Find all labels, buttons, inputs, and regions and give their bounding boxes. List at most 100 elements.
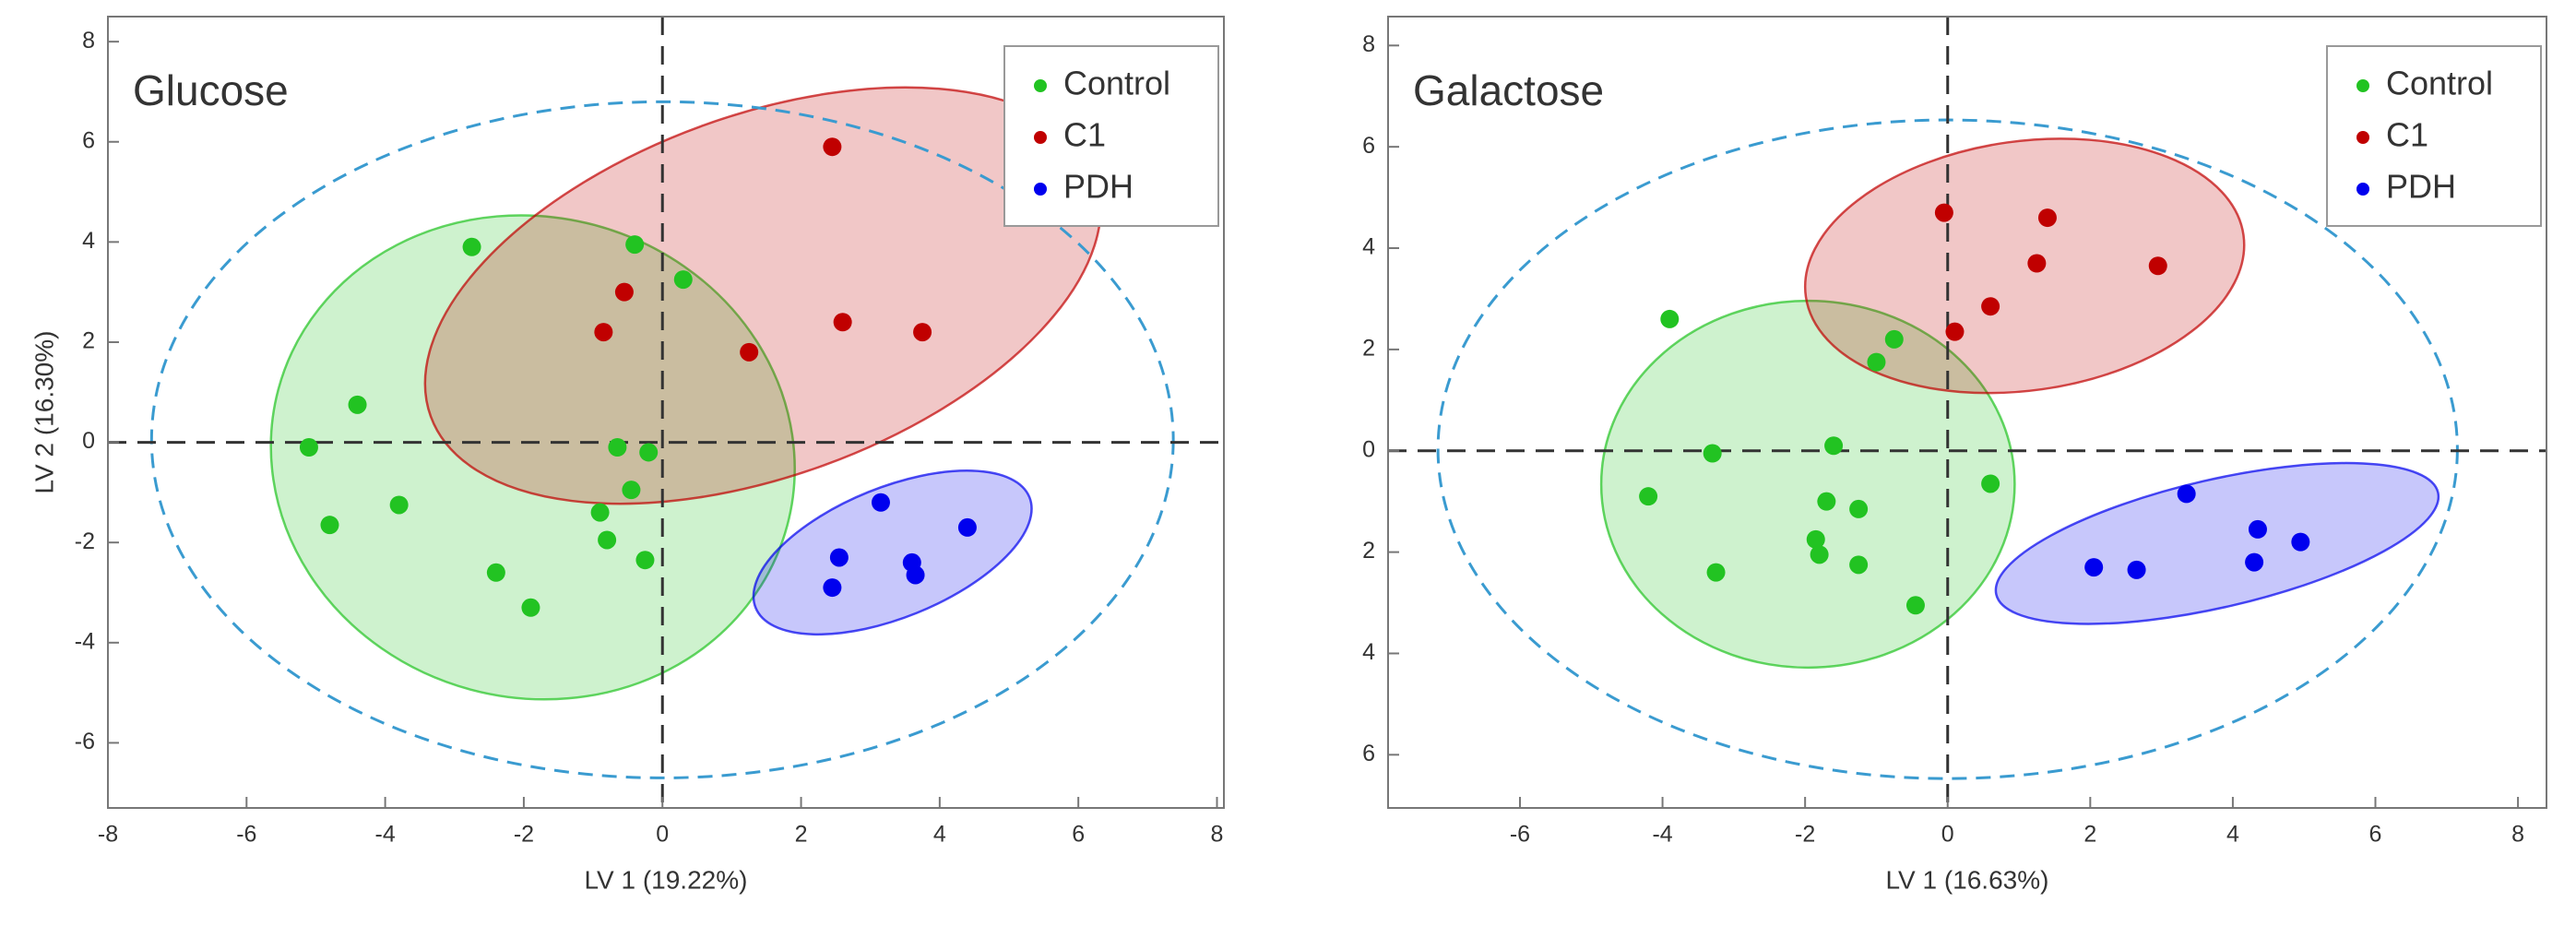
y-tick-label: 2 <box>1362 538 1375 564</box>
data-point <box>1706 563 1726 582</box>
plot-area: -6 -4 -2 0 2 4 6 8 6 4 2 0 2 4 6 8 LV 1 (16.63%) Galactos… <box>1362 16 2547 894</box>
chart-title: Galactose <box>1413 66 1604 114</box>
y-tick-label: -2 <box>75 528 95 554</box>
data-point <box>521 598 540 617</box>
data-point <box>1849 499 1869 518</box>
y-tick-label: 4 <box>1362 639 1375 665</box>
data-point <box>639 443 659 462</box>
legend-marker <box>2356 183 2369 196</box>
x-tick-label: 8 <box>2511 822 2524 848</box>
y-tick-label: 8 <box>1362 31 1375 57</box>
legend: Control C1 PDH <box>2326 45 2542 227</box>
plot-frame <box>107 16 1225 809</box>
x-axis-label: LV 1 (16.63%) <box>1886 865 2049 894</box>
legend-marker <box>1034 183 1047 196</box>
data-point <box>2148 256 2167 276</box>
data-point <box>1867 352 1886 372</box>
data-point <box>635 551 655 570</box>
data-point <box>1849 555 1869 575</box>
y-axis-label: LV 2 (16.30%) <box>30 331 58 494</box>
y-tick-label: 4 <box>82 228 95 254</box>
data-point <box>389 495 409 515</box>
data-point <box>590 503 610 522</box>
y-tick-label: -6 <box>75 729 95 754</box>
x-tick-label: 6 <box>2369 822 2382 848</box>
x-tick-label: -6 <box>236 822 256 848</box>
y-tick-label: 6 <box>82 127 95 153</box>
y-tick-label: 6 <box>1362 741 1375 766</box>
data-point <box>1981 474 2000 493</box>
legend-label: PDH <box>1063 168 1134 206</box>
class-ellipse <box>752 469 1033 636</box>
y-tick-label: 2 <box>1362 335 1375 361</box>
legend-marker <box>1034 79 1047 92</box>
data-point <box>823 578 842 598</box>
data-point <box>2177 484 2196 504</box>
data-point <box>957 517 977 537</box>
plot-frame <box>1387 16 2547 809</box>
class-ellipse <box>1599 299 2016 670</box>
legend-marker <box>2356 131 2369 144</box>
data-point <box>2291 532 2310 552</box>
data-point <box>1660 309 1680 328</box>
data-point <box>1824 436 1844 456</box>
legend-label: Control <box>1063 65 1170 102</box>
y-tick-label: -4 <box>75 628 95 654</box>
y-tick-label: 0 <box>1362 436 1375 462</box>
legend-marker <box>1034 131 1047 144</box>
y-tick-label: 4 <box>1362 234 1375 260</box>
data-point <box>2127 560 2146 579</box>
y-tick-label: 0 <box>82 428 95 454</box>
data-point <box>1884 329 1904 349</box>
legend-marker <box>2356 79 2369 92</box>
y-tick-label: 2 <box>82 328 95 354</box>
plot-inner <box>108 17 1224 808</box>
data-point <box>594 323 613 342</box>
data-point <box>622 481 641 500</box>
data-point <box>598 530 617 550</box>
data-point <box>829 548 849 567</box>
x-tick-label: -2 <box>514 822 534 848</box>
x-tick-label: -8 <box>98 822 118 848</box>
class-ellipse <box>1803 137 2246 395</box>
legend-label: PDH <box>2386 168 2456 206</box>
x-tick-label: -6 <box>1510 822 1530 848</box>
x-tick-label: 0 <box>1941 822 1954 848</box>
y-tick-label: 8 <box>82 28 95 53</box>
class-ellipse <box>1994 461 2440 625</box>
data-point <box>913 323 932 342</box>
confidence-ellipse <box>149 100 1175 779</box>
data-point <box>614 282 634 302</box>
data-point <box>1806 529 1825 549</box>
chart-title: Glucose <box>133 66 289 114</box>
x-tick-label: 0 <box>656 822 669 848</box>
data-point <box>1817 492 1836 511</box>
x-tick-label: 4 <box>933 822 946 848</box>
data-point <box>625 235 645 255</box>
data-point <box>1810 545 1829 564</box>
legend-label: Control <box>2386 65 2493 102</box>
x-tick-label: -4 <box>375 822 396 848</box>
y-tick-label: 6 <box>1362 133 1375 159</box>
data-point <box>833 313 852 332</box>
x-tick-label: -2 <box>1795 822 1815 848</box>
data-point <box>2037 208 2057 228</box>
x-tick-label: -4 <box>1652 822 1672 848</box>
data-point <box>2084 558 2104 577</box>
data-point <box>1703 444 1722 463</box>
data-point <box>673 270 693 290</box>
x-tick-label: 4 <box>2226 822 2239 848</box>
data-point <box>608 438 627 457</box>
data-point <box>320 516 339 535</box>
data-point <box>740 342 759 362</box>
data-point <box>1934 203 1953 222</box>
data-point <box>1905 596 1925 615</box>
legend-label: C1 <box>1063 116 1106 154</box>
data-point <box>486 563 505 582</box>
plot-area: -8 -6 -4 -2 0 2 4 6 8 -6 -4 -2 0 2 4 6 8 LV 1 (19.22%) LV … <box>30 16 1225 894</box>
x-axis-label: LV 1 (19.22%) <box>585 865 748 894</box>
data-point <box>871 493 890 512</box>
data-point <box>462 237 481 256</box>
